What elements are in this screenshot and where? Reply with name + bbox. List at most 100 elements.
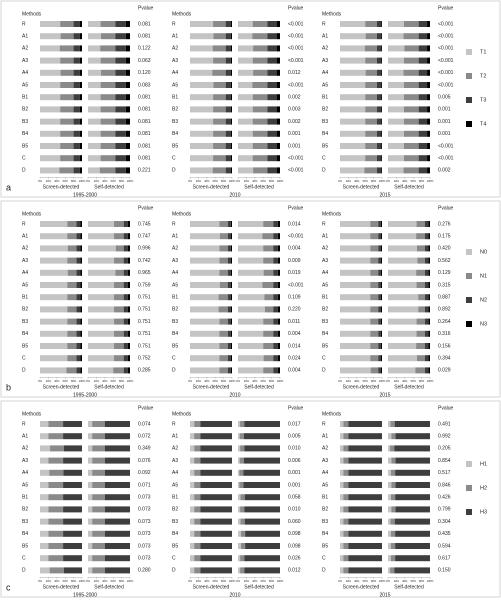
bar-segment xyxy=(63,530,82,537)
bar-segment xyxy=(343,482,349,488)
bar-segment xyxy=(378,282,381,288)
method-label: A2 xyxy=(322,246,328,252)
bar-segment xyxy=(238,82,253,88)
bar-segment xyxy=(100,45,116,52)
bar-segment xyxy=(92,482,105,488)
bar-segment xyxy=(277,257,280,264)
bar-segment xyxy=(230,118,232,125)
x-tick-label: 40% xyxy=(354,179,360,183)
bar-segment xyxy=(200,567,232,574)
method-label: A1 xyxy=(22,234,28,240)
bar-segment xyxy=(428,282,430,288)
bar-segment xyxy=(238,106,253,113)
method-label: R xyxy=(322,21,326,27)
method-label: B2 xyxy=(322,507,328,513)
p-value: 0.156 xyxy=(438,343,451,349)
method-label: A3 xyxy=(322,58,328,64)
method-label: B1 xyxy=(172,495,178,501)
p-value: 0.435 xyxy=(438,531,451,537)
x-tick-label: 100% xyxy=(427,179,434,183)
legend-label: H2 xyxy=(480,485,487,491)
bar-segment xyxy=(49,567,64,574)
bar-segment xyxy=(388,318,417,325)
x-tick-label: 20% xyxy=(244,579,250,583)
bar-segment xyxy=(365,130,377,137)
pvalue-label: Pvalue xyxy=(288,5,304,11)
bar-segment xyxy=(60,82,74,88)
bar-segment xyxy=(427,118,430,125)
x-tick-label: 60% xyxy=(261,179,267,183)
bar-segment xyxy=(276,94,280,101)
bar-segment xyxy=(99,167,116,174)
bar-segment xyxy=(92,567,105,574)
bar-segment xyxy=(416,233,425,240)
bar-segment xyxy=(114,330,124,337)
bar-segment xyxy=(388,355,417,362)
bar-segment xyxy=(76,318,81,325)
bar-segment xyxy=(125,167,130,174)
bar-segment xyxy=(190,469,195,476)
bar-segment xyxy=(388,482,392,488)
bar-segment xyxy=(40,469,50,476)
bar-segment xyxy=(273,306,278,313)
bar-segment xyxy=(340,57,366,64)
bar-segment xyxy=(200,518,232,525)
bar-segment xyxy=(370,294,379,301)
p-value: <0.001 xyxy=(438,58,454,64)
bar-segment xyxy=(380,343,382,349)
bar-segment xyxy=(418,45,428,52)
x-tick-label: 20% xyxy=(196,379,202,383)
bar-segment xyxy=(227,355,231,362)
method-label: A1 xyxy=(322,434,328,440)
bar-segment xyxy=(370,221,379,227)
p-value: 0.058 xyxy=(288,495,301,501)
bar-segment xyxy=(200,506,232,513)
method-label: B3 xyxy=(22,119,28,125)
bar-segment xyxy=(63,469,82,476)
bar-segment xyxy=(238,94,253,101)
bar-segment xyxy=(273,269,278,276)
bar-segment xyxy=(190,482,195,488)
method-label: B4 xyxy=(172,331,178,337)
p-value: 0.799 xyxy=(438,507,451,513)
bar-segment xyxy=(67,233,77,240)
bar-segment xyxy=(190,82,214,88)
bar-segment xyxy=(190,167,213,174)
bar-segment xyxy=(364,167,377,174)
group-label: Self-detected xyxy=(94,385,124,391)
bar-segment xyxy=(376,45,382,52)
bar-segment xyxy=(125,155,130,162)
bar-segment xyxy=(76,269,81,276)
bar-segment xyxy=(428,355,430,362)
bar-segment xyxy=(277,330,280,337)
bar-segment xyxy=(40,482,49,488)
bar-segment xyxy=(194,506,201,513)
bar-segment xyxy=(276,118,280,125)
bar-segment xyxy=(40,294,68,301)
bar-segment xyxy=(340,355,371,362)
bar-segment xyxy=(123,355,128,362)
bar-segment xyxy=(213,106,226,113)
p-value: 0.742 xyxy=(138,258,151,264)
bar-segment xyxy=(424,282,429,288)
p-value: 0.315 xyxy=(438,282,451,288)
p-value: 0.562 xyxy=(438,258,451,264)
bar-segment xyxy=(404,45,419,52)
bar-segment xyxy=(125,45,130,52)
bar-segment xyxy=(60,106,74,113)
bar-segment xyxy=(123,233,128,240)
bar-segment xyxy=(340,506,344,513)
bar-segment xyxy=(76,257,81,264)
bar-segment xyxy=(340,306,371,313)
method-label: B2 xyxy=(322,307,328,313)
bar-segment xyxy=(380,306,382,313)
bar-segment xyxy=(416,221,425,227)
bar-segment xyxy=(273,330,278,337)
bar-segment xyxy=(252,82,268,88)
method-label: B2 xyxy=(172,307,178,313)
bar-segment xyxy=(79,57,82,64)
x-tick-label: 20% xyxy=(94,379,100,383)
p-value: <0.001 xyxy=(438,156,454,162)
p-value: <0.001 xyxy=(288,168,304,174)
bar-segment xyxy=(79,118,82,125)
